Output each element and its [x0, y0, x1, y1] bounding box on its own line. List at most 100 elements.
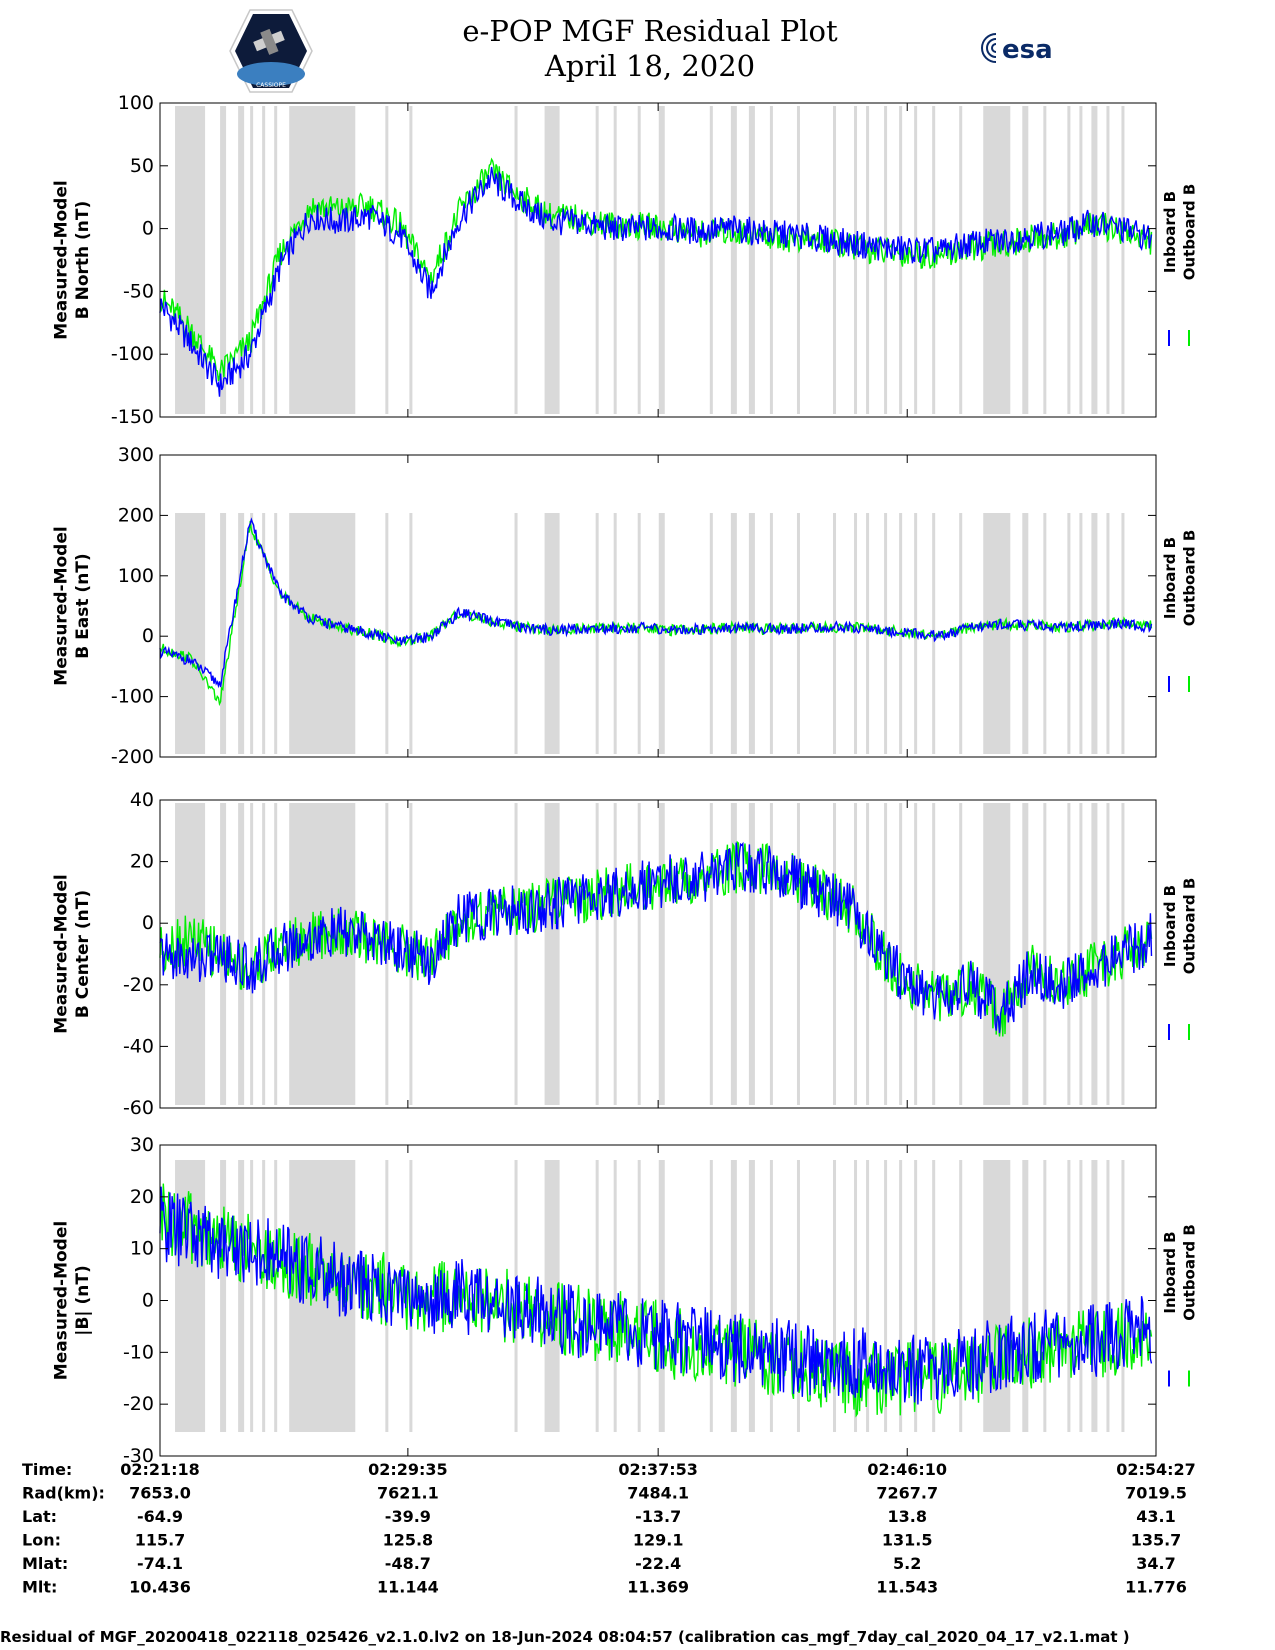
gray-band [1079, 1160, 1083, 1432]
gray-band [748, 106, 755, 414]
gray-band [914, 106, 918, 414]
y-tick-label: 0 [142, 625, 154, 647]
table-cell: 129.1 [633, 1531, 684, 1550]
table-cell: 10.436 [129, 1578, 191, 1597]
gray-band [983, 803, 1011, 1105]
gray-band [866, 513, 870, 754]
gray-band [769, 803, 773, 1105]
table-cell: 11.144 [377, 1578, 439, 1597]
esa-logo: esa [981, 33, 1053, 65]
legend-entry: Inboard B [1161, 191, 1179, 273]
gray-band [250, 513, 254, 754]
gray-band [983, 106, 1011, 414]
legend-entry: Inboard B [1161, 537, 1179, 619]
gray-band [1067, 1160, 1071, 1432]
gray-band [262, 106, 266, 414]
gray-band [289, 513, 356, 754]
gray-band [385, 106, 389, 414]
y-tick-label: 20 [130, 851, 154, 873]
gray-band [1079, 513, 1083, 754]
y-axis-label-line: B North (nT) [73, 201, 93, 320]
gray-band [866, 803, 870, 1105]
gray-band [769, 513, 773, 754]
gray-band [730, 803, 737, 1105]
y-tick-label: -150 [111, 406, 154, 428]
y-tick-label: 0 [142, 912, 154, 934]
gray-band [514, 803, 518, 1105]
gray-band [220, 513, 227, 754]
gray-band [1022, 513, 1029, 754]
y-tick-label: 200 [118, 504, 154, 526]
gray-band [595, 513, 599, 754]
gray-band [658, 106, 665, 414]
gray-band [854, 106, 858, 414]
gray-band [1091, 1160, 1098, 1432]
y-tick-label: 50 [130, 155, 154, 177]
gray-band [730, 106, 737, 414]
y-tick-label: 30 [130, 1134, 154, 1156]
y-tick-label: -200 [111, 746, 154, 768]
series-line-inboard [159, 166, 1153, 397]
gray-band [220, 1160, 227, 1432]
gray-band [1043, 513, 1047, 754]
y-axis-label-line: Measured-Model [52, 874, 72, 1033]
gray-band [1091, 513, 1098, 754]
gray-band [250, 1160, 254, 1432]
gray-band [514, 513, 518, 754]
gray-band [544, 803, 560, 1105]
gray-band [238, 1160, 245, 1432]
legend-entry: Inboard B [1161, 885, 1179, 967]
gray-band [709, 803, 713, 1105]
cassiope-logo: CASSIOPE [229, 9, 313, 93]
gray-band [1079, 106, 1083, 414]
gray-band [796, 803, 800, 1105]
gray-band [833, 1160, 837, 1432]
y-tick-label: 300 [118, 444, 154, 466]
table-cell: 34.7 [1136, 1554, 1175, 1573]
gray-band [637, 803, 641, 1105]
y-tick-label: -20 [123, 1393, 154, 1415]
y-tick-label: -20 [123, 974, 154, 996]
legend-entry: Outboard B [1181, 1224, 1199, 1321]
gray-band [959, 513, 963, 754]
gray-band [748, 803, 755, 1105]
gray-band [748, 513, 755, 754]
gray-band [409, 513, 413, 754]
gray-band [220, 106, 227, 414]
gray-band [769, 106, 773, 414]
gray-band [250, 803, 254, 1105]
table-cell: -64.9 [137, 1507, 183, 1526]
gray-band [884, 513, 888, 754]
gray-band [1121, 1160, 1125, 1432]
table-cell: 02:54:27 [1116, 1460, 1196, 1479]
gray-band [658, 803, 665, 1105]
gray-band [238, 106, 245, 414]
y-tick-label: -60 [123, 1097, 154, 1119]
gray-band [730, 513, 737, 754]
y-tick-label: 0 [142, 218, 154, 240]
gray-band [274, 106, 278, 414]
gray-band [637, 1160, 641, 1432]
table-row-label: Mlt: [22, 1578, 57, 1597]
gray-band [959, 1160, 963, 1432]
gray-band [914, 803, 918, 1105]
gray-band [959, 106, 963, 414]
gray-band [1121, 513, 1125, 754]
gray-band [1022, 1160, 1029, 1432]
gray-band [514, 106, 518, 414]
gray-band [866, 1160, 870, 1432]
gray-band [833, 803, 837, 1105]
gray-band [1067, 106, 1071, 414]
chart-subtitle-date: April 18, 2020 [544, 49, 756, 83]
table-cell: -39.9 [385, 1507, 431, 1526]
gray-band [854, 513, 858, 754]
gray-band [385, 513, 389, 754]
table-cell: -22.4 [635, 1554, 681, 1573]
gray-band [932, 1160, 936, 1432]
legend-entry: Inboard B [1161, 1231, 1179, 1313]
gray-band [637, 106, 641, 414]
gray-band [1106, 513, 1110, 754]
gray-band [613, 106, 617, 414]
legend-entry: Outboard B [1181, 530, 1199, 627]
